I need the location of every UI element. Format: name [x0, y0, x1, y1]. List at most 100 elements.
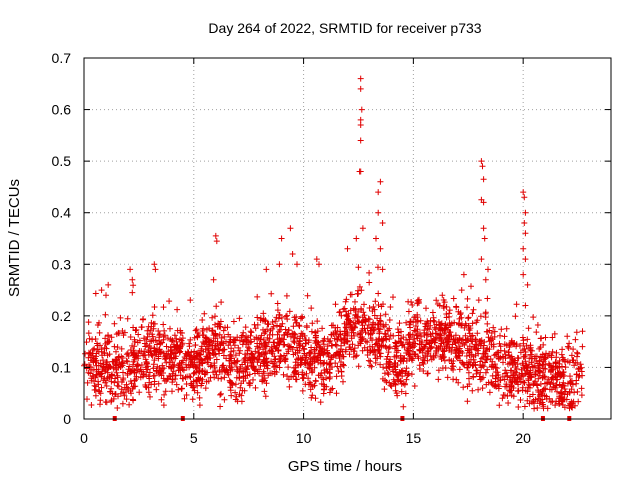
- data-point: [306, 365, 313, 372]
- data-point: [469, 387, 476, 394]
- data-point: [477, 313, 484, 320]
- data-point: [372, 351, 378, 358]
- data-point: [108, 378, 115, 385]
- data-point: [553, 376, 560, 383]
- data-point: [161, 391, 168, 398]
- data-point: [284, 332, 291, 338]
- axis-ticks: [83, 57, 611, 420]
- data-point: [532, 396, 539, 403]
- spike-point: [414, 297, 421, 304]
- data-point: [311, 364, 318, 371]
- data-point: [252, 325, 259, 332]
- data-point: [484, 366, 491, 373]
- data-point: [414, 335, 421, 342]
- data-point: [439, 292, 446, 299]
- data-point: [180, 357, 187, 364]
- spike-point: [210, 276, 217, 283]
- data-point: [126, 363, 133, 370]
- data-point: [171, 332, 178, 339]
- data-point: [555, 398, 562, 405]
- data-point: [496, 340, 503, 347]
- data-point: [413, 332, 420, 339]
- data-point: [372, 355, 379, 362]
- data-point: [177, 367, 184, 374]
- data-point: [506, 360, 513, 367]
- data-point: [453, 346, 460, 353]
- data-point: [557, 390, 564, 397]
- spike-point: [289, 251, 296, 257]
- data-point: [423, 341, 429, 348]
- data-point: [434, 330, 440, 337]
- data-point: [292, 317, 298, 323]
- data-point: [398, 339, 405, 346]
- data-point: [183, 392, 190, 398]
- data-point: [338, 342, 345, 349]
- data-point: [462, 332, 469, 339]
- data-point: [212, 321, 218, 328]
- data-point: [176, 349, 183, 356]
- data-point: [497, 377, 504, 384]
- data-point: [148, 319, 155, 326]
- data-point: [274, 322, 280, 329]
- data-point: [398, 388, 405, 395]
- data-point: [482, 353, 489, 360]
- data-point: [158, 396, 165, 403]
- data-point: [520, 379, 527, 386]
- data-point: [366, 279, 373, 286]
- data-point: [164, 376, 171, 383]
- data-point: [97, 390, 104, 397]
- data-point: [230, 318, 237, 325]
- data-point: [84, 379, 91, 386]
- data-point: [138, 348, 145, 355]
- data-point: [540, 403, 547, 410]
- data-point: [181, 395, 188, 402]
- y-tick-label: 0.5: [52, 153, 72, 169]
- data-point: [409, 302, 416, 308]
- data-point: [411, 383, 418, 389]
- data-point: [93, 366, 100, 373]
- data-point: [256, 349, 263, 356]
- data-point: [328, 342, 335, 349]
- data-point: [107, 388, 114, 395]
- data-point: [402, 390, 409, 397]
- data-point: [549, 334, 556, 341]
- data-point: [169, 388, 175, 395]
- spike-point: [359, 225, 366, 232]
- data-point: [556, 369, 563, 376]
- data-point: [243, 333, 250, 340]
- data-point: [521, 403, 528, 410]
- data-point: [392, 381, 399, 388]
- x-tick-label: 10: [296, 430, 312, 446]
- data-point: [185, 361, 192, 368]
- data-point: [449, 360, 455, 367]
- data-point: [452, 332, 459, 339]
- data-point: [221, 396, 228, 403]
- data-point: [340, 353, 347, 360]
- data-point: [107, 364, 114, 370]
- data-point: [287, 333, 294, 340]
- spike-point: [520, 189, 527, 196]
- data-point: [233, 393, 240, 400]
- data-point: [491, 352, 498, 359]
- data-point: [548, 352, 555, 359]
- data-point: [501, 333, 508, 340]
- spike-point: [379, 220, 386, 226]
- data-point: [134, 366, 141, 373]
- data-point: [447, 329, 454, 336]
- data-point: [347, 307, 354, 314]
- data-point: [321, 359, 328, 366]
- data-point: [526, 393, 533, 400]
- data-point: [374, 315, 381, 322]
- data-point: [313, 344, 320, 351]
- data-point: [535, 375, 542, 382]
- data-point: [492, 375, 499, 382]
- data-point: [132, 354, 138, 361]
- data-point: [438, 338, 445, 345]
- data-point: [340, 362, 347, 369]
- data-point: [351, 345, 358, 352]
- data-point: [186, 343, 193, 350]
- data-point: [475, 345, 482, 352]
- data-point: [569, 357, 576, 364]
- data-point: [152, 347, 159, 354]
- data-point: [561, 372, 568, 379]
